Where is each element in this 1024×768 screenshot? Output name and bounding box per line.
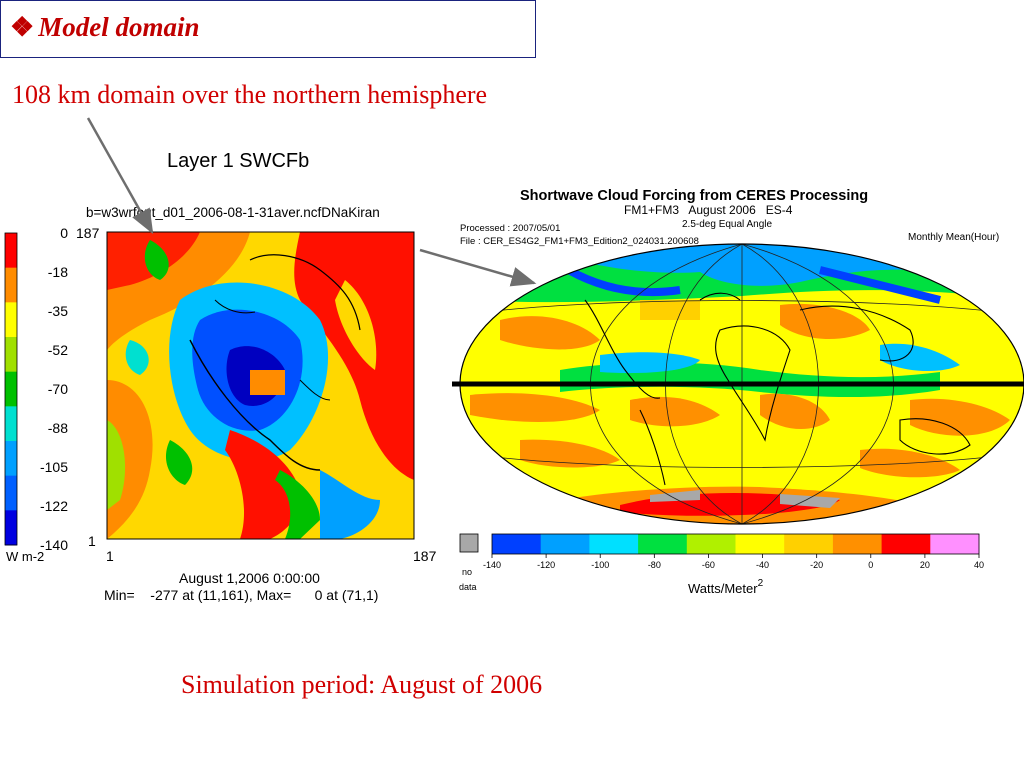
left-date-label: August 1,2006 0:00:00	[179, 570, 320, 586]
right-legend-tick-label: -40	[756, 560, 769, 570]
arrow-to-right-map	[419, 248, 537, 287]
left-colorbar-ticks: 0 -18 -35 -52 -70 -88 -105 -122 -140	[40, 225, 68, 553]
right-legend-tick-label: -80	[648, 560, 661, 570]
right-legend-tick-label: -20	[810, 560, 823, 570]
right-legend-ticks: -140 -120 -100 -80 -60 -40 -20 0 20 40	[483, 554, 984, 570]
left-plot-title: Layer 1 SWCFb	[167, 150, 309, 172]
left-colorbar-segment	[5, 510, 17, 546]
left-colorbar-segment	[5, 267, 17, 303]
left-minmax-label: Min= -277 at (11,161), Max= 0 at (71,1)	[104, 587, 378, 603]
left-x-right-label: 187	[413, 548, 437, 564]
domain-caption: 108 km domain over the northern hemisphe…	[12, 80, 488, 109]
slide-title-text: Model domain	[38, 12, 200, 42]
right-mean-label: Monthly Mean(Hour)	[908, 232, 999, 243]
left-colorbar-segment	[5, 441, 17, 477]
left-colorbar-segment	[5, 475, 17, 511]
left-colorbar-tick-label: -35	[48, 303, 68, 319]
left-colorbar-tick-label: -88	[48, 420, 68, 436]
right-legend	[491, 533, 980, 555]
right-unit-label: Watts/Meter2	[688, 578, 764, 596]
nodata-label-1: no	[462, 567, 472, 577]
left-colorbar-tick-label: 0	[60, 225, 68, 241]
right-legend-segment	[930, 534, 980, 554]
left-colorbar-tick-label: -52	[48, 342, 68, 358]
left-y-bottom-label: 1	[88, 533, 96, 549]
right-legend-tick-label: -120	[537, 560, 555, 570]
arrow-to-left-map	[86, 117, 154, 235]
right-unit-text: Watts/Meter	[688, 581, 758, 596]
left-colorbar-frame	[4, 232, 18, 546]
left-colorbar-tick-label: -122	[40, 498, 68, 514]
right-legend-segment	[492, 534, 542, 554]
left-colorbar-segment	[5, 371, 17, 407]
left-unit-label: W m-2	[6, 549, 44, 564]
right-legend-segment	[881, 534, 931, 554]
right-legend-segment	[735, 534, 785, 554]
right-legend-segment	[638, 534, 688, 554]
right-legend-tick-label: 40	[974, 560, 984, 570]
left-map-panel	[107, 232, 414, 539]
title-box	[0, 0, 536, 58]
nodata-label-2: data	[459, 582, 477, 592]
right-legend-tick-label: -100	[591, 560, 609, 570]
right-legend-segment	[589, 534, 639, 554]
left-colorbar-tick-label: -70	[48, 381, 68, 397]
right-legend-segment	[832, 534, 883, 554]
right-legend-frame	[491, 533, 980, 555]
left-y-top-label: 187	[76, 225, 100, 241]
diamond-bullet-icon: ❖	[10, 12, 35, 42]
right-unit-exponent: 2	[758, 578, 764, 589]
left-colorbar-segment	[5, 337, 17, 373]
right-legend-segment	[686, 534, 736, 554]
right-plot-title-line3: 2.5-deg Equal Angle	[682, 219, 773, 230]
slide-title: ❖ Model domain	[10, 12, 199, 43]
right-legend-tick-label: 20	[920, 560, 930, 570]
right-legend-segment	[784, 534, 834, 554]
right-plot-title-line2: FM1+FM3 August 2006 ES-4	[624, 203, 793, 217]
left-colorbar	[4, 232, 18, 546]
right-processed-label: Processed : 2007/05/01	[460, 223, 560, 234]
left-plot-file-label: b=w3wrfout_d01_2006-08-1-31aver.ncfDNaKi…	[86, 205, 380, 220]
left-colorbar-tick-label: -140	[40, 537, 68, 553]
left-colorbar-tick-label: -105	[40, 459, 68, 475]
simulation-period-caption: Simulation period: August of 2006	[181, 670, 543, 699]
left-colorbar-tick-label: -18	[48, 264, 68, 280]
left-map-frame	[106, 231, 415, 540]
right-plot-title-line1: Shortwave Cloud Forcing from CERES Proce…	[520, 188, 868, 204]
right-legend-segment	[540, 534, 590, 554]
right-legend-tick-label: -60	[702, 560, 715, 570]
right-legend-tick-label: 0	[868, 560, 873, 570]
right-legend-tick-label: -140	[483, 560, 501, 570]
left-x-left-label: 1	[106, 548, 114, 564]
nodata-swatch	[459, 533, 479, 553]
left-colorbar-segment	[5, 302, 17, 338]
left-colorbar-segment	[5, 406, 17, 442]
left-colorbar-segment	[5, 233, 17, 269]
right-file-label: File : CER_ES4G2_FM1+FM3_Edition2_024031…	[460, 236, 699, 247]
